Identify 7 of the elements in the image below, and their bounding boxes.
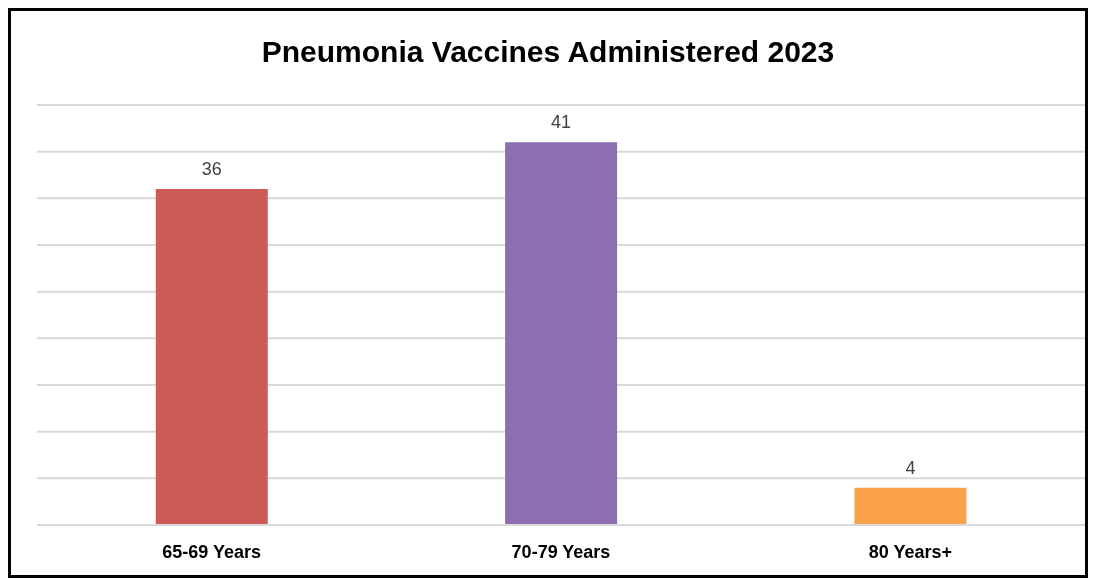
data-label: 41 <box>551 112 572 133</box>
data-label: 4 <box>905 457 916 478</box>
x-tick-label: 70-79 Years <box>511 541 611 562</box>
chart-title: Pneumonia Vaccines Administered 2023 <box>260 35 836 70</box>
x-tick-label: 65-69 Years <box>162 541 262 562</box>
x-tick-label: 80 Years+ <box>868 541 952 562</box>
data-label: 36 <box>201 159 222 179</box>
